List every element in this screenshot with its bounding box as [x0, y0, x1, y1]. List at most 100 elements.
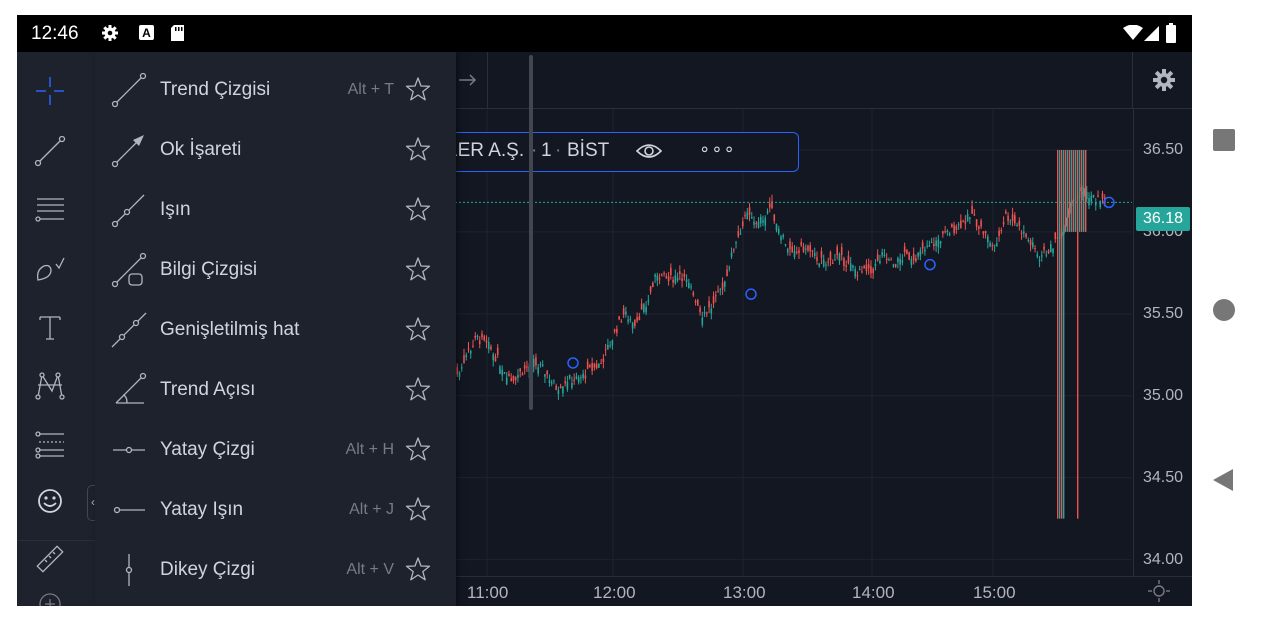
candle-body: [1032, 242, 1034, 248]
candle-body: [573, 379, 575, 381]
time-axis[interactable]: [95, 576, 1192, 606]
menu-item-ray[interactable]: Işın: [95, 180, 456, 240]
menu-item-label: Işın: [160, 199, 191, 220]
favorite-star-icon[interactable]: [405, 556, 431, 582]
back-button[interactable]: [1211, 468, 1235, 492]
candle-body: [883, 254, 886, 256]
favorite-star-icon[interactable]: [405, 496, 431, 522]
symbol-legend[interactable]: LER A.Ş. · 1 · BİST ∘∘∘: [442, 132, 799, 172]
candle-body: [553, 380, 555, 382]
menu-item-trend-line[interactable]: Trend Çizgisi Alt + T: [95, 60, 456, 120]
candle-body: [566, 382, 569, 390]
candle-body: [643, 304, 645, 312]
candle-body: [921, 242, 924, 249]
candle-body: [469, 350, 472, 354]
eye-icon[interactable]: [635, 140, 663, 162]
menu-item-label: Yatay Çizgi: [160, 439, 255, 460]
favorite-star-icon[interactable]: [405, 196, 431, 222]
menu-item-label: Trend Çizgisi: [160, 79, 271, 100]
menu-item-vertical-line[interactable]: Dikey Çizgi Alt + V: [95, 540, 456, 600]
zoom-in-icon[interactable]: [33, 587, 67, 606]
candle-body: [881, 252, 883, 256]
candle-body: [1054, 232, 1057, 239]
candle-body: [1067, 149, 1069, 232]
candle-body: [813, 252, 816, 256]
candle-body: [741, 221, 744, 227]
candle-body: [595, 363, 598, 369]
favorite-star-icon[interactable]: [405, 316, 431, 342]
redo-icon[interactable]: [457, 70, 479, 90]
candle-body: [492, 354, 495, 361]
event-marker[interactable]: [924, 258, 936, 271]
current-price-label: 36.18: [1142, 210, 1184, 227]
candle-body: [1092, 194, 1095, 198]
crosshair-icon[interactable]: [33, 74, 67, 108]
menu-scrollbar[interactable]: [529, 55, 533, 410]
candle-body: [710, 308, 713, 314]
home-button[interactable]: [1213, 299, 1235, 321]
candle-body: [521, 373, 524, 376]
candle-body: [849, 263, 852, 271]
text-tool-icon[interactable]: [33, 310, 67, 344]
candle-body: [971, 205, 973, 214]
settings-gear-icon[interactable]: [1152, 68, 1176, 92]
favorite-star-icon[interactable]: [405, 376, 431, 402]
symbol-exchange: BİST: [567, 140, 610, 161]
pattern-tool-icon[interactable]: [33, 368, 67, 402]
candle-body: [472, 345, 474, 347]
event-marker[interactable]: [745, 288, 757, 300]
recents-button[interactable]: [1213, 129, 1235, 151]
candle-body: [532, 358, 535, 368]
current-price-badge: 36.18: [1136, 207, 1190, 231]
candle-body: [906, 249, 908, 254]
price-axis[interactable]: [1133, 109, 1192, 576]
candle-body: [703, 312, 706, 314]
candle-body: [915, 258, 917, 262]
menu-item-extended-line[interactable]: Genişletilmiş hat: [95, 300, 456, 360]
candle-body: [780, 236, 782, 241]
prediction-tool-icon[interactable]: [33, 427, 67, 461]
candle-body: [964, 221, 967, 224]
candle-body: [721, 282, 724, 290]
x-axis-label: 12:00: [593, 583, 636, 602]
candle-body: [816, 257, 818, 261]
candle-body: [1094, 202, 1097, 206]
candle-body: [649, 286, 652, 292]
candle-body: [1061, 149, 1063, 519]
brush-tool-icon[interactable]: [33, 251, 67, 285]
candle-body: [845, 265, 847, 267]
favorite-star-icon[interactable]: [405, 436, 431, 462]
candle-body: [652, 282, 654, 288]
favorite-star-icon[interactable]: [405, 76, 431, 102]
fib-tool-icon[interactable]: [33, 192, 67, 226]
menu-item-trend-angle[interactable]: Trend Açısı: [95, 360, 456, 420]
candle-body: [739, 233, 742, 235]
favorite-star-icon[interactable]: [405, 256, 431, 282]
candle-body: [840, 247, 843, 255]
menu-item-label: Bilgi Çizgisi: [160, 259, 258, 280]
sun-theme-icon[interactable]: [1148, 580, 1170, 602]
candle-body: [674, 275, 677, 284]
favorite-star-icon[interactable]: [405, 136, 431, 162]
menu-item-horizontal-line[interactable]: Yatay Çizgi Alt + H: [95, 420, 456, 480]
menu-item-info-line[interactable]: Bilgi Çizgisi: [95, 240, 456, 300]
menu-item-horizontal-ray[interactable]: Yatay Işın Alt + J: [95, 480, 456, 540]
candle-body: [726, 269, 728, 277]
candle-body: [942, 231, 944, 234]
candle-body: [1029, 240, 1032, 245]
candle-body: [771, 201, 773, 208]
more-options-button[interactable]: ∘∘∘: [699, 139, 736, 159]
event-marker[interactable]: [1103, 196, 1115, 209]
candle-body: [933, 243, 935, 247]
candle-body: [631, 323, 634, 329]
candle-body: [836, 246, 839, 255]
trend-line-tool-icon[interactable]: [33, 134, 67, 168]
candle-body: [546, 371, 548, 375]
candle-body: [982, 231, 985, 234]
ruler-icon[interactable]: [33, 542, 67, 576]
candle-body: [1071, 149, 1073, 232]
event-marker[interactable]: [567, 357, 579, 369]
emoji-icon[interactable]: [33, 484, 67, 518]
menu-item-arrow-marker[interactable]: Ok İşareti: [95, 120, 456, 180]
horizontal-ray-icon: [113, 506, 145, 514]
